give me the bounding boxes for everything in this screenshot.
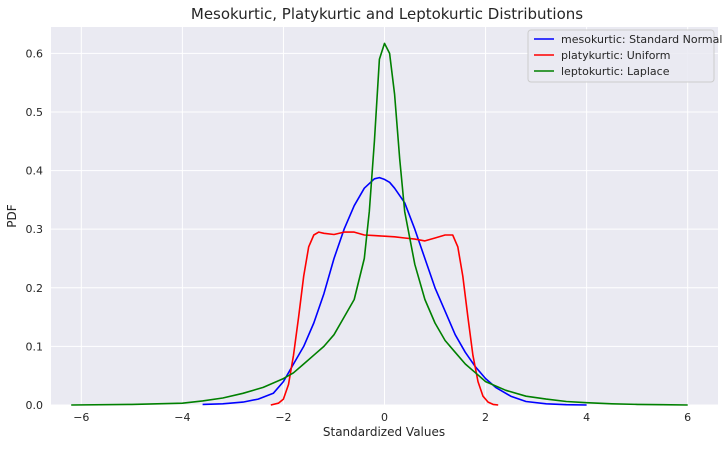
x-tick-label: 4 [583, 411, 590, 424]
x-tick-label: 6 [684, 411, 691, 424]
series-line-1 [270, 231, 499, 406]
y-tick-label: 0.1 [26, 340, 44, 353]
x-axis-label: Standardized Values [323, 425, 445, 439]
legend: mesokurtic: Standard Normal platykurtic: … [527, 29, 722, 83]
y-axis-label: PDF [5, 204, 19, 227]
x-tick-label: 0 [381, 411, 388, 424]
legend-box [527, 29, 715, 83]
y-tick-label: 0.6 [26, 47, 44, 60]
series-lines [71, 42, 688, 406]
y-tick-label: 0.3 [26, 223, 44, 236]
y-tick-label: 0.5 [26, 106, 44, 119]
y-tick-label: 0.0 [26, 399, 44, 412]
x-tick-label: −6 [73, 411, 89, 424]
legend-label-2: leptokurtic: Laplace [561, 65, 670, 78]
series-line-2 [71, 42, 688, 406]
x-tick-label: 2 [482, 411, 489, 424]
y-tick-label: 0.2 [26, 282, 44, 295]
x-tick-label: −2 [275, 411, 291, 424]
grid-lines [51, 27, 718, 406]
legend-label-1: platykurtic: Uniform [561, 49, 670, 62]
y-tick-labels: 0.0 0.1 0.2 0.3 0.4 0.5 0.6 [26, 47, 44, 412]
legend-label-0: mesokurtic: Standard Normal [561, 33, 722, 46]
x-tick-labels: −6 −4 −2 0 2 4 6 [73, 411, 691, 424]
x-tick-label: −4 [174, 411, 190, 424]
chart-title: Mesokurtic, Platykurtic and Leptokurtic … [191, 5, 583, 23]
y-tick-label: 0.4 [26, 165, 44, 178]
